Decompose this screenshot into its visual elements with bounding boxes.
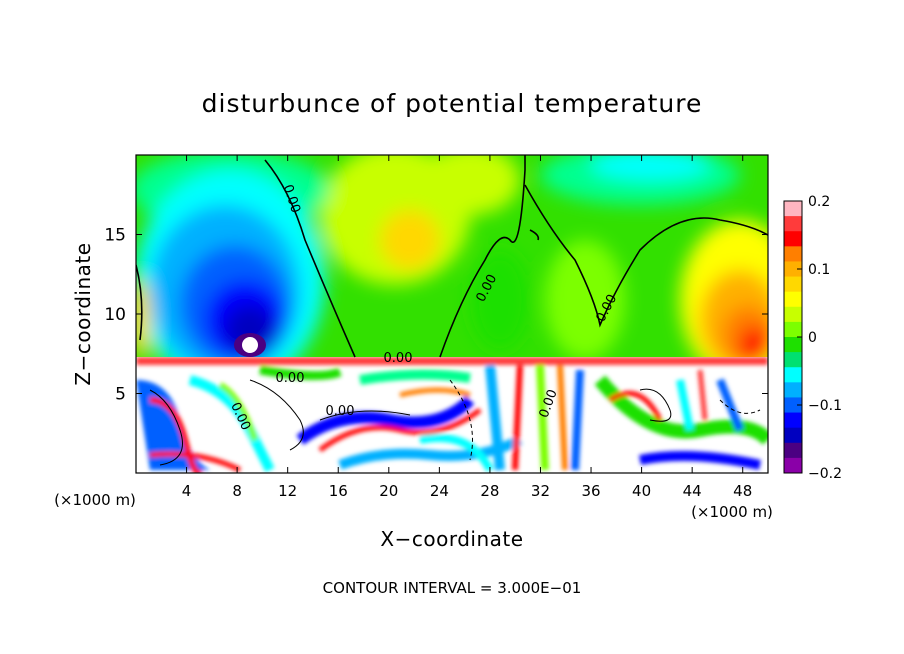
contour-interval-note: CONTOUR INTERVAL = 3.000E−01 <box>323 579 582 597</box>
x-tick-label: 28 <box>480 482 499 500</box>
colorbar-swatch <box>784 246 802 262</box>
colorbar-swatch <box>784 276 802 293</box>
y-tick-label: 5 <box>115 385 126 405</box>
colorbar-swatch <box>784 291 802 308</box>
contour-zero-3 <box>439 155 526 358</box>
colorbar-swatch <box>784 382 802 398</box>
y-axis-label: Z−coordinate <box>71 242 95 385</box>
x-tick-label: 8 <box>232 482 242 500</box>
x-tick-label: 24 <box>430 482 449 500</box>
x-axis-label: X−coordinate <box>380 527 523 551</box>
colorbar-swatch <box>784 306 802 323</box>
contour-zero-2 <box>264 159 356 358</box>
colorbar-tick-label: 0.1 <box>808 262 830 278</box>
colorbar-swatch <box>784 261 802 278</box>
contour-zero-5 <box>529 229 540 241</box>
y-axis: 5 10 15 <box>104 226 768 405</box>
contour-lower-4 <box>639 388 672 422</box>
colorbar-swatch <box>784 442 802 459</box>
colorbar-swatch <box>784 367 802 383</box>
x-axis: 4 8 12 16 20 24 28 32 36 40 44 48 <box>182 155 752 500</box>
colorbar-tick-label: −0.1 <box>808 398 842 414</box>
colorbar-tick-label: 0.2 <box>808 194 830 210</box>
colorbar-swatch <box>784 457 802 474</box>
contour-label: 0.00 <box>326 404 355 419</box>
contour-zero-1 <box>136 264 143 341</box>
contour-label: 0.00 <box>384 351 413 366</box>
colorbar-ticks: 0.2 0.1 0 −0.1 −0.2 <box>797 194 842 482</box>
contour-lower-6 <box>719 399 761 414</box>
colorbar <box>783 200 803 474</box>
upper-field <box>136 155 768 358</box>
contour-lower-5 <box>449 379 473 461</box>
contour-label: 0.00 <box>276 371 305 386</box>
colorbar-swatch <box>784 216 802 232</box>
chart-title: disturbunce of potential temperature <box>202 89 703 118</box>
contour-lower-3 <box>319 410 411 421</box>
contour-lower-1 <box>149 389 183 466</box>
x-tick-label: 40 <box>632 482 651 500</box>
x-tick-label: 44 <box>683 482 702 500</box>
x-tick-label: 32 <box>531 482 550 500</box>
x-unit-left: (×1000 m) <box>54 491 136 509</box>
y-tick-label: 10 <box>104 305 126 325</box>
contour-zero-4 <box>524 184 768 328</box>
contour-lower-2 <box>249 379 304 451</box>
colorbar-swatch <box>784 321 802 338</box>
colorbar-swatch <box>784 352 802 368</box>
contour-lines <box>136 155 768 466</box>
x-tick-label: 48 <box>733 482 752 500</box>
heatmap-field <box>136 155 768 473</box>
x-tick-label: 4 <box>182 482 192 500</box>
colorbar-swatch <box>784 397 802 414</box>
colorbar-tick-label: 0 <box>808 330 817 346</box>
colorbar-swatch <box>784 337 802 353</box>
colorbar-swatch <box>784 427 802 444</box>
x-tick-label: 36 <box>581 482 600 500</box>
colorbar-swatch <box>784 231 802 247</box>
lower-field <box>136 357 768 473</box>
colorbar-swatch <box>784 201 802 217</box>
colorbar-swatch <box>784 412 802 429</box>
x-tick-label: 12 <box>278 482 297 500</box>
x-tick-label: 20 <box>379 482 398 500</box>
x-tick-label: 16 <box>329 482 348 500</box>
x-unit-right: (×1000 m) <box>691 503 773 521</box>
y-tick-label: 15 <box>104 226 126 246</box>
colorbar-tick-label: −0.2 <box>808 466 842 482</box>
